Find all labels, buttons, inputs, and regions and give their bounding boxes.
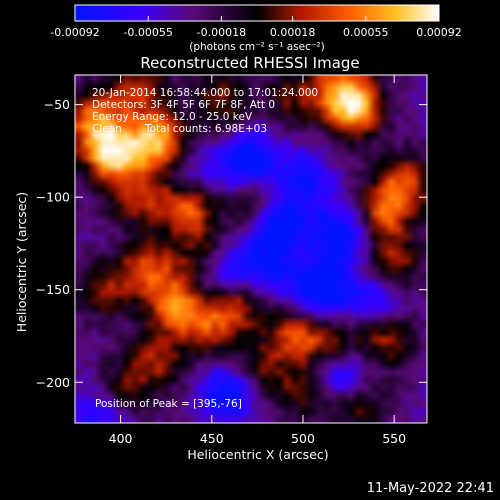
x-tick-label: 450 <box>200 431 224 446</box>
info-counts: Total counts: 6.98E+03 <box>144 123 267 135</box>
info-overlay: 20-Jan-2014 16:58:44.000 to 17:01:24.000… <box>92 87 318 410</box>
colorbar-tick-label: 0.00018 <box>270 26 316 39</box>
image-panel <box>74 74 428 424</box>
colorbar-tick-label: -0.00092 <box>50 26 99 39</box>
x-tick-label: 550 <box>382 431 406 446</box>
chart-title: Reconstructed RHESSI Image <box>140 54 359 72</box>
info-energy: Energy Range: 12.0 - 25.0 keV <box>92 111 253 123</box>
y-tick-label: −50 <box>44 97 70 112</box>
colorbar-tick-label: -0.00055 <box>123 26 172 39</box>
axis-ticks: 400 450 500 550 −50 −100 −150 −200 <box>36 75 427 446</box>
info-clean: Clean <box>92 123 122 135</box>
info-time: 20-Jan-2014 16:58:44.000 to 17:01:24.000 <box>92 87 318 99</box>
y-axis-label: Heliocentric Y (arcsec) <box>14 192 29 332</box>
colorbar-tick-label: 0.00092 <box>416 26 462 39</box>
colorbar-tick-label: 0.00055 <box>343 26 389 39</box>
y-tick-label: −100 <box>36 190 70 205</box>
info-peak: Position of Peak = [395,-76] <box>95 398 242 410</box>
plot-frame <box>74 74 428 424</box>
x-tick-label: 500 <box>291 431 315 446</box>
colorbar <box>74 4 440 22</box>
colorbar-unit-label: (photons cm⁻² s⁻¹ asec⁻²) <box>189 41 324 53</box>
heatmap-image <box>75 75 427 423</box>
timestamp: 11-May-2022 22:41 <box>366 481 494 496</box>
x-tick-label: 400 <box>109 431 133 446</box>
colorbar-ticks: -0.00092 -0.00055 -0.00018 0.00018 0.00055 0.… <box>50 16 462 39</box>
info-detectors: Detectors: 3F 4F 5F 6F 7F 8F, Att 0 <box>92 99 275 111</box>
y-tick-label: −150 <box>36 282 70 297</box>
x-axis-label: Heliocentric X (arcsec) <box>187 447 328 462</box>
y-tick-label: −200 <box>36 375 70 390</box>
colorbar-tick-label: -0.00018 <box>197 26 246 39</box>
